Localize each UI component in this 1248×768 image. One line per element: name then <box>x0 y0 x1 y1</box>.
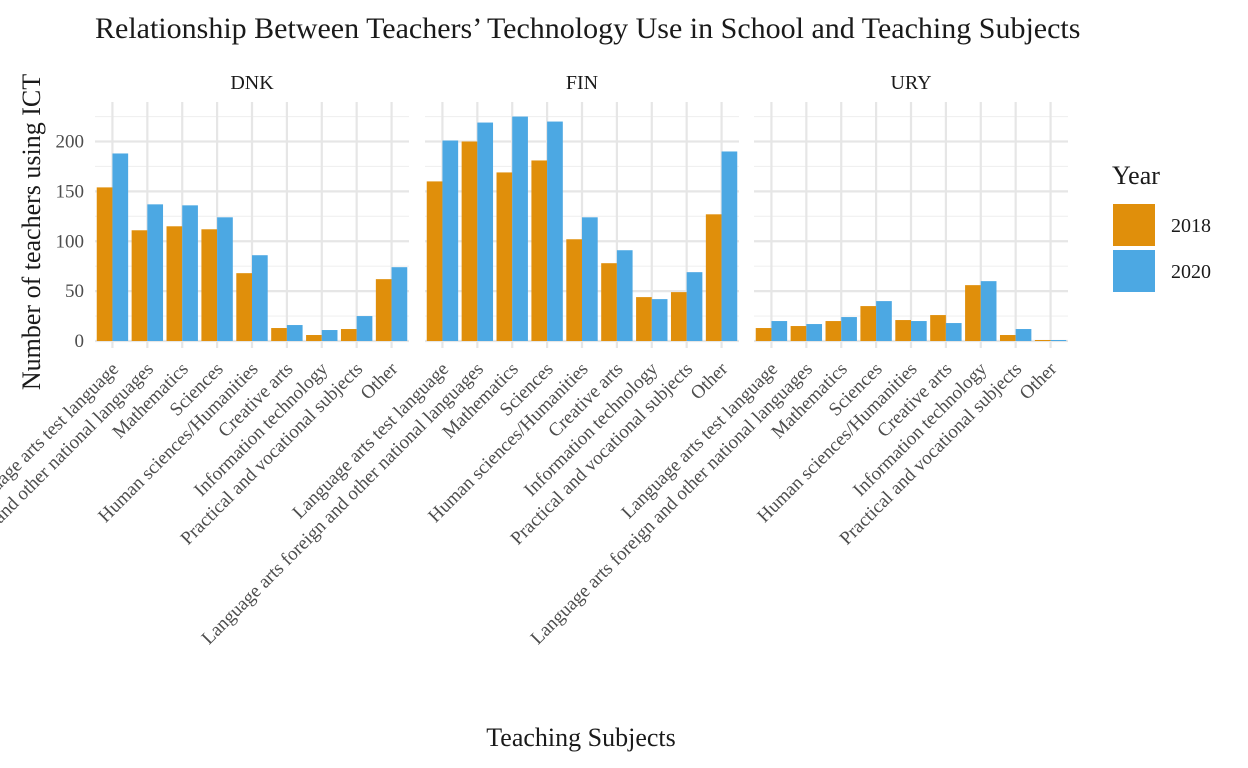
bar-fin-2018 <box>496 172 513 341</box>
bar-fin-2018 <box>426 181 443 341</box>
y-tick-label: 0 <box>75 331 85 352</box>
bar-fin-2020 <box>582 217 598 341</box>
y-tick-label: 100 <box>56 231 85 252</box>
legend: Year 2018 2020 <box>1112 161 1211 292</box>
bar-ury-2018 <box>1034 340 1051 341</box>
bar-ury-2018 <box>895 320 911 341</box>
y-tick-label: 50 <box>65 281 84 302</box>
bar-ury-2018 <box>755 328 772 341</box>
bar-dnk-2020 <box>286 325 303 341</box>
legend-label: 2020 <box>1171 261 1211 283</box>
bar-ury-2020 <box>841 317 857 341</box>
bar-dnk-2018 <box>131 230 148 341</box>
facet-strip-label: FIN <box>566 72 598 94</box>
legend-key-2018 <box>1113 204 1155 246</box>
bar-ury-2018 <box>860 306 877 341</box>
x-tick-label: Other <box>687 358 733 404</box>
legend-key-2020 <box>1113 250 1155 292</box>
bar-fin-2018 <box>531 160 548 341</box>
bar-fin-2018 <box>601 263 617 341</box>
bar-ury-2018 <box>930 315 946 341</box>
bar-fin-2020 <box>651 299 668 341</box>
y-axis-title: Number of teachers using ICT <box>17 74 46 390</box>
legend-title: Year <box>1112 161 1160 190</box>
bar-fin-2020 <box>512 116 528 341</box>
bar-fin-2018 <box>461 141 478 341</box>
bar-dnk-2018 <box>96 187 113 341</box>
bar-fin-2018 <box>636 297 652 341</box>
bar-dnk-2020 <box>356 316 373 341</box>
y-tick-label: 150 <box>56 181 85 202</box>
bar-ury-2018 <box>790 326 807 341</box>
bar-fin-2020 <box>547 121 563 341</box>
facet-strip-label: URY <box>890 72 931 94</box>
bar-fin-2018 <box>705 214 722 341</box>
bar-ury-2020 <box>1015 329 1032 341</box>
bar-dnk-2018 <box>166 226 183 341</box>
bar-dnk-2020 <box>252 255 268 341</box>
bar-fin-2020 <box>477 122 494 341</box>
bar-fin-2018 <box>670 292 687 341</box>
bar-dnk-2020 <box>182 205 198 341</box>
bar-fin-2020 <box>616 250 633 341</box>
bar-ury-2020 <box>771 321 788 341</box>
bar-ury-2020 <box>911 321 927 341</box>
bar-dnk-2020 <box>321 330 338 341</box>
bar-fin-2020 <box>442 140 459 341</box>
y-tick-label: 200 <box>56 132 85 153</box>
bar-ury-2018 <box>999 335 1016 341</box>
bar-ury-2018 <box>825 321 842 341</box>
bar-dnk-2018 <box>271 328 287 341</box>
facet-strip-label: DNK <box>230 72 274 94</box>
bar-ury-2020 <box>806 324 823 341</box>
bar-ury-2020 <box>945 323 962 341</box>
bar-dnk-2018 <box>201 229 218 341</box>
bar-ury-2020 <box>980 281 997 341</box>
bar-dnk-2020 <box>112 153 129 341</box>
bar-ury-2020 <box>876 301 892 341</box>
bar-dnk-2018 <box>375 279 392 341</box>
bar-dnk-2020 <box>391 267 408 341</box>
legend-label: 2018 <box>1171 215 1211 237</box>
bar-fin-2020 <box>686 272 703 341</box>
bar-fin-2020 <box>721 151 738 341</box>
bar-dnk-2018 <box>236 273 252 341</box>
bar-dnk-2018 <box>340 329 357 341</box>
bar-dnk-2020 <box>217 217 233 341</box>
bar-fin-2018 <box>566 239 582 341</box>
x-tick-label: Other <box>1016 358 1062 404</box>
chart-title: Relationship Between Teachers’ Technolog… <box>95 12 1080 45</box>
bar-ury-2020 <box>1050 340 1067 341</box>
x-tick-label: Other <box>357 358 403 404</box>
bar-ury-2018 <box>965 285 981 341</box>
bar-dnk-2020 <box>147 204 164 341</box>
x-axis-title: Teaching Subjects <box>486 723 676 752</box>
bar-dnk-2018 <box>306 335 322 341</box>
